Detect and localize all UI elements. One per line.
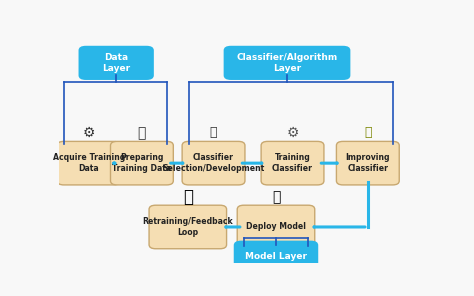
- FancyBboxPatch shape: [234, 241, 318, 273]
- FancyBboxPatch shape: [110, 141, 173, 185]
- Text: 🗄: 🗄: [138, 126, 146, 140]
- Text: Preparing
Training Data: Preparing Training Data: [112, 153, 172, 173]
- Text: 🔄: 🔄: [183, 188, 193, 206]
- Text: Training
Classifier: Training Classifier: [272, 153, 313, 173]
- FancyBboxPatch shape: [182, 141, 245, 185]
- Text: Classifier
Selection/Development: Classifier Selection/Development: [163, 153, 264, 173]
- Text: 💻: 💻: [210, 126, 217, 139]
- Text: ⚙: ⚙: [82, 126, 95, 140]
- FancyBboxPatch shape: [57, 141, 120, 185]
- Text: Data
Layer: Data Layer: [102, 53, 130, 73]
- Text: Model Layer: Model Layer: [245, 252, 307, 261]
- Text: ⚙: ⚙: [286, 126, 299, 140]
- FancyBboxPatch shape: [224, 46, 350, 80]
- Text: Acquire Training
Data: Acquire Training Data: [53, 153, 125, 173]
- Text: Improving
Classifier: Improving Classifier: [346, 153, 390, 173]
- FancyBboxPatch shape: [261, 141, 324, 185]
- FancyBboxPatch shape: [149, 205, 227, 249]
- Text: Deploy Model: Deploy Model: [246, 223, 306, 231]
- Text: Retraining/Feedback
Loop: Retraining/Feedback Loop: [143, 217, 233, 237]
- Text: 🚀: 🚀: [272, 190, 280, 204]
- Text: 🔍: 🔍: [364, 126, 372, 139]
- Text: Classifier/Algorithm
Layer: Classifier/Algorithm Layer: [237, 53, 337, 73]
- FancyBboxPatch shape: [79, 46, 154, 80]
- FancyBboxPatch shape: [337, 141, 399, 185]
- FancyBboxPatch shape: [237, 205, 315, 249]
